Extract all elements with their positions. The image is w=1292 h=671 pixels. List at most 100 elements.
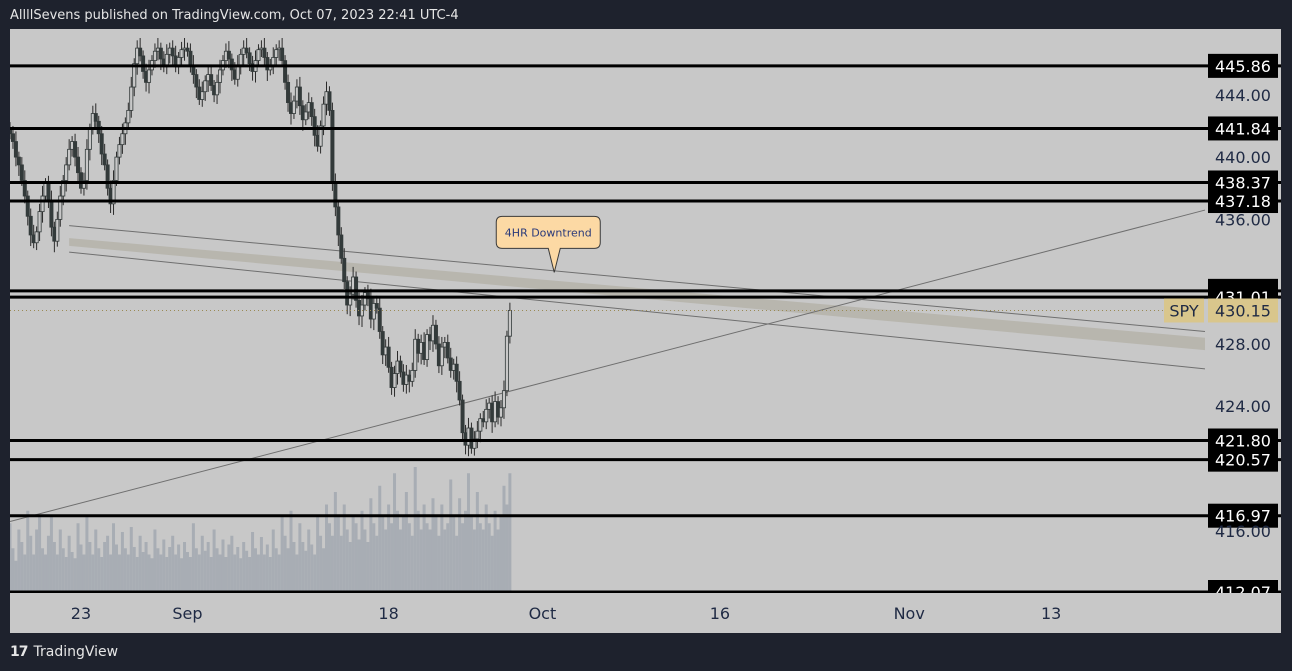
channel-upper-line — [69, 225, 1206, 332]
volume-bar — [100, 557, 104, 592]
candle-body — [226, 50, 231, 60]
volume-bar — [94, 529, 98, 592]
level-label: 420.57 — [1215, 451, 1271, 470]
volume-bar — [301, 542, 305, 592]
symbol-label: SPY — [1169, 301, 1198, 320]
volume-bar — [428, 529, 432, 592]
candle-body — [58, 195, 63, 220]
level-label: 441.84 — [1215, 119, 1271, 138]
candle-body — [371, 303, 376, 320]
volume-bar — [342, 504, 346, 592]
candle-body — [374, 303, 379, 309]
volume-bar — [41, 548, 45, 592]
volume-bar — [295, 554, 299, 592]
volume-bar — [109, 554, 113, 592]
volume-bar — [117, 554, 121, 592]
volume-bar — [274, 548, 278, 592]
volume-bar — [126, 554, 130, 592]
volume-bar — [156, 548, 160, 592]
volume-bar — [132, 547, 136, 592]
level-label-bg — [1208, 53, 1278, 78]
volume-bar — [431, 498, 435, 592]
level-label: 437.18 — [1215, 192, 1271, 211]
level-label-bg — [1208, 503, 1278, 528]
volume-bar — [360, 510, 364, 592]
candle-body — [439, 346, 444, 367]
volume-bar — [64, 557, 68, 592]
price-tick-label: 440.00 — [1215, 148, 1271, 167]
volume-bar — [280, 517, 284, 592]
volume-bar — [265, 544, 269, 592]
volume-bar — [289, 510, 293, 592]
volume-bar — [188, 557, 192, 592]
volume-bar — [307, 529, 311, 592]
volume-bar — [381, 517, 385, 592]
time-tick-label: Nov — [894, 604, 925, 623]
volume-bar — [395, 510, 399, 592]
candle-body — [22, 180, 27, 197]
candle-body — [386, 346, 391, 368]
candle-body — [309, 102, 314, 118]
annotation-layer: 4HR Downtrend — [495, 215, 601, 273]
candle-body — [138, 47, 143, 57]
volume-bar — [218, 554, 222, 592]
time-tick-label: Oct — [529, 604, 557, 623]
volume-bar — [327, 523, 331, 592]
candle-body — [472, 438, 477, 449]
chart-frame[interactable]: 445.86441.84438.37437.18431.41431.01421.… — [10, 29, 1281, 633]
volume-bar — [437, 535, 441, 592]
candle-body — [291, 100, 296, 114]
level-label-bg — [1208, 116, 1278, 141]
candle-body — [286, 81, 291, 104]
volume-bar — [82, 554, 86, 592]
volume-bar — [466, 473, 470, 592]
volume-bar — [292, 542, 296, 592]
candle-body — [238, 53, 243, 66]
trendlines — [10, 209, 1206, 522]
volume-bar — [227, 544, 231, 592]
volume-bar — [348, 542, 352, 592]
volume-bar — [194, 548, 198, 592]
time-tick-label: 23 — [71, 604, 91, 623]
volume-bar — [55, 554, 59, 592]
level-label: 416.97 — [1215, 507, 1271, 526]
volume-bar — [452, 517, 456, 592]
volume-bar — [401, 517, 405, 592]
volume-bar — [366, 542, 370, 592]
volume-bar — [200, 535, 204, 592]
candle-body — [185, 47, 190, 52]
volume-bar — [455, 535, 459, 592]
candle-body — [398, 360, 403, 373]
candle-body — [469, 427, 474, 449]
candle-body — [81, 180, 86, 189]
volume-bar — [251, 532, 255, 592]
channel-band — [69, 238, 1205, 351]
volume-bar — [330, 535, 334, 592]
volume-bar — [440, 504, 444, 592]
candle-body — [105, 164, 110, 189]
candle-body — [244, 47, 249, 54]
candle-body — [37, 211, 42, 233]
candle-body — [203, 80, 208, 93]
volume-bar — [88, 542, 92, 592]
price-chart[interactable]: 445.86441.84438.37437.18431.41431.01421.… — [10, 29, 1281, 633]
volume-bar — [49, 517, 53, 592]
volume-bar — [129, 527, 133, 592]
volume-bar — [316, 514, 320, 592]
price-tick-label: 444.00 — [1215, 86, 1271, 105]
volume-bar — [322, 548, 326, 592]
candle-body — [209, 74, 214, 86]
volume-bar — [499, 517, 503, 592]
footer-brand[interactable]: 17 TradingView — [10, 642, 118, 662]
volume-bar — [481, 529, 485, 592]
footer-brand-text: TradingView — [33, 644, 119, 660]
downtrend-channel — [69, 225, 1206, 370]
volume-bar — [197, 554, 201, 592]
volume-bar — [165, 557, 169, 592]
volume-bar — [177, 544, 181, 592]
volume-bar — [209, 557, 213, 592]
candle-body — [283, 60, 288, 83]
volume-bar — [203, 550, 207, 592]
candle-body — [303, 111, 308, 121]
volume-bar — [106, 535, 110, 592]
